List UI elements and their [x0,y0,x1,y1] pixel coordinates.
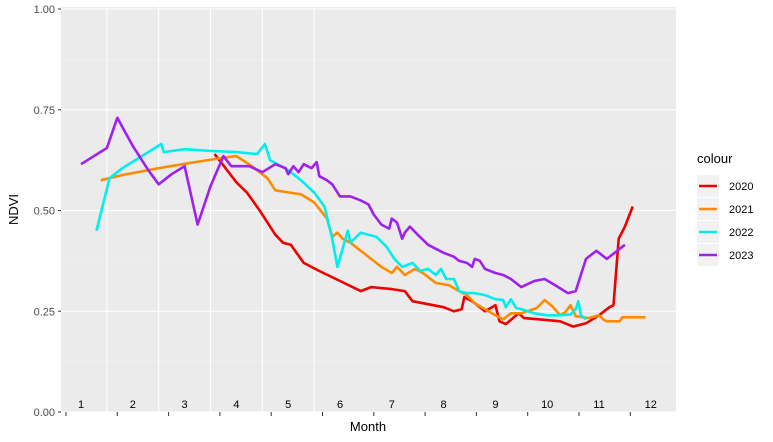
month-label-9: 9 [492,399,498,411]
legend-label-2023: 2023 [729,250,753,262]
series-line-2023 [80,116,626,295]
month-label-8: 8 [441,399,447,411]
month-label-5: 5 [285,399,291,411]
y-tick-label: 0.75 [34,105,55,117]
month-label-4: 4 [233,399,239,411]
legend-label-2020: 2020 [729,181,753,193]
x-axis-title: Month [350,419,386,434]
month-label-10: 10 [541,399,553,411]
y-axis-title: NDVI [6,194,21,225]
month-label-7: 7 [389,399,395,411]
series-lines [80,116,646,328]
y-tick-label: 1.00 [34,4,55,16]
series-line-2021 [100,154,646,323]
y-axis: 0.00 0.25 0.50 0.75 1.00 [34,4,61,419]
month-label-12: 12 [645,399,657,411]
month-label-11: 11 [593,399,604,411]
x-axis [65,412,631,416]
month-label-2: 2 [130,399,136,411]
month-label-6: 6 [337,399,343,411]
plot-panel [61,7,676,412]
major-gridlines [61,7,676,413]
month-label-1: 1 [78,399,84,411]
legend-label-2021: 2021 [729,204,753,216]
y-tick-label: 0.00 [34,407,55,419]
legend-label-2022: 2022 [729,227,753,239]
legend-title: colour [697,151,733,166]
month-label-3: 3 [182,399,188,411]
month-labels: 1 2 3 4 5 6 7 8 9 10 11 12 [78,399,657,411]
legend: colour 2020 2021 2022 2023 [697,151,753,266]
minor-gridlines [61,59,676,362]
series-line-2020 [213,153,634,328]
y-tick-label: 0.25 [34,306,55,318]
series-line-2022 [95,142,587,321]
y-tick-label: 0.50 [34,206,55,218]
